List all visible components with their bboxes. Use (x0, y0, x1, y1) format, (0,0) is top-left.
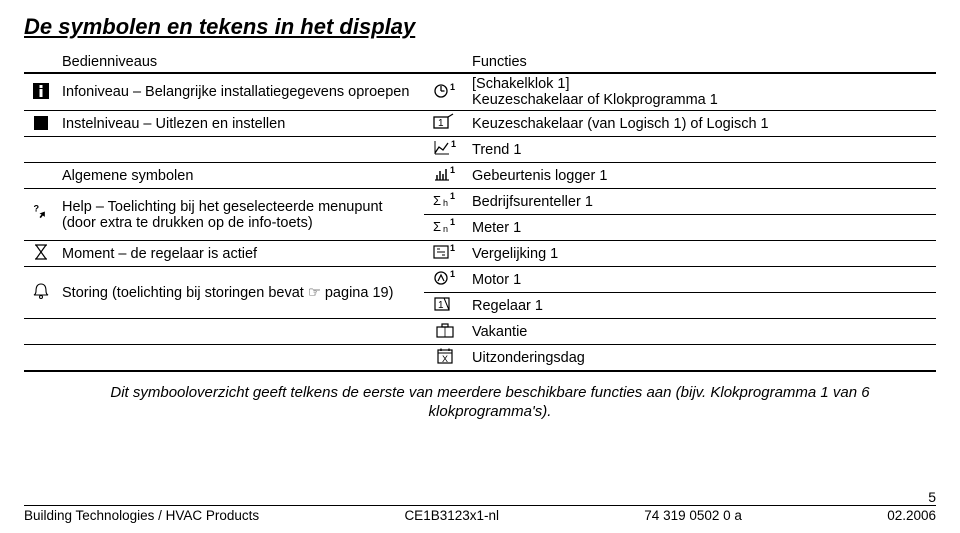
help-icon: ? (28, 203, 54, 223)
svg-text:1: 1 (450, 191, 455, 201)
right-label: Meter 1 (468, 215, 936, 241)
sigma-h-icon: Σh1 (433, 190, 459, 210)
header-right: Functies (468, 52, 936, 73)
svg-text:1: 1 (438, 118, 444, 129)
hourglass-icon (28, 242, 54, 262)
footer-right: 02.2006 (887, 508, 936, 523)
header-left: Bedienniveaus (58, 52, 424, 73)
table-row: Moment – de regelaar is actief 1 Vergeli… (24, 241, 936, 267)
right-label: Gebeurtenis logger 1 (468, 163, 936, 189)
svg-text:1: 1 (450, 269, 455, 279)
right-label: Trend 1 (468, 137, 936, 163)
left-label: Infoniveau – Belangrijke installatiegege… (58, 73, 424, 111)
sigma-n-icon: Σn1 (433, 216, 459, 236)
callout-text: Dit symbooloverzicht geeft telkens de ee… (94, 384, 886, 422)
right-label: Uitzonderingsdag (468, 345, 936, 372)
svg-text:Σ: Σ (433, 193, 441, 208)
exception-icon: X (433, 346, 459, 366)
footer-mid2: 74 319 0502 0 a (644, 508, 742, 523)
regulator-icon: 1 (433, 294, 459, 314)
footer-mid: CE1B3123x1-nl (404, 508, 499, 523)
right-label: [Schakelklok 1] Keuzeschakelaar of Klokp… (468, 73, 936, 111)
left-label: Storing (toelichting bij storingen bevat… (58, 267, 424, 319)
info-icon (28, 81, 54, 101)
table-row: Instelniveau – Uitlezen en instellen 1 K… (24, 111, 936, 137)
left-label: Help – Toelichting bij het geselecteerde… (58, 189, 424, 241)
logger-icon: 1 (433, 164, 459, 184)
bell-icon (28, 281, 54, 301)
right-label: Keuzeschakelaar (van Logisch 1) of Logis… (468, 111, 936, 137)
table-row: Vakantie (24, 319, 936, 345)
svg-text:1: 1 (438, 300, 444, 311)
motor-icon: 1 (433, 268, 459, 288)
svg-text:1: 1 (450, 217, 455, 227)
clock-icon: 1 (433, 81, 459, 101)
page-footer: 5 Building Technologies / HVAC Products … (24, 489, 936, 523)
svg-text:1: 1 (450, 243, 455, 253)
svg-text:1: 1 (450, 82, 455, 92)
footer-left: Building Technologies / HVAC Products (24, 508, 259, 523)
right-label: Regelaar 1 (468, 293, 936, 319)
table-row: Algemene symbolen 1 Gebeurtenis logger 1 (24, 163, 936, 189)
left-label: Moment – de regelaar is actief (58, 241, 424, 267)
svg-text:X: X (442, 354, 448, 364)
vacation-icon (433, 320, 459, 340)
right-label: Bedrijfsurenteller 1 (468, 189, 936, 215)
table-header-row: Bedienniveaus Functies (24, 52, 936, 73)
svg-text:n: n (443, 224, 448, 234)
page-number: 5 (24, 489, 936, 505)
right-label: Motor 1 (468, 267, 936, 293)
svg-text:?: ? (34, 203, 40, 213)
symbols-table: Bedienniveaus Functies Infoniveau – Bela… (24, 52, 936, 372)
page-title: De symbolen en tekens in het display (24, 14, 936, 40)
trend-icon: 1 (433, 138, 459, 158)
table-row: Storing (toelichting bij storingen bevat… (24, 267, 936, 293)
svg-text:1: 1 (450, 165, 455, 175)
left-label: Instelniveau – Uitlezen en instellen (58, 111, 424, 137)
svg-text:h: h (443, 198, 448, 208)
svg-text:1: 1 (451, 139, 456, 149)
square-icon (28, 113, 54, 133)
svg-text:Σ: Σ (433, 219, 441, 234)
table-row: ? Help – Toelichting bij het geselecteer… (24, 189, 936, 215)
table-row: 1 Trend 1 (24, 137, 936, 163)
compare-icon: 1 (433, 242, 459, 262)
left-label: Algemene symbolen (58, 163, 424, 189)
right-label: Vergelijking 1 (468, 241, 936, 267)
switch-icon: 1 (433, 112, 459, 132)
table-row: Infoniveau – Belangrijke installatiegege… (24, 73, 936, 111)
right-label: Vakantie (468, 319, 936, 345)
table-row: X Uitzonderingsdag (24, 345, 936, 372)
